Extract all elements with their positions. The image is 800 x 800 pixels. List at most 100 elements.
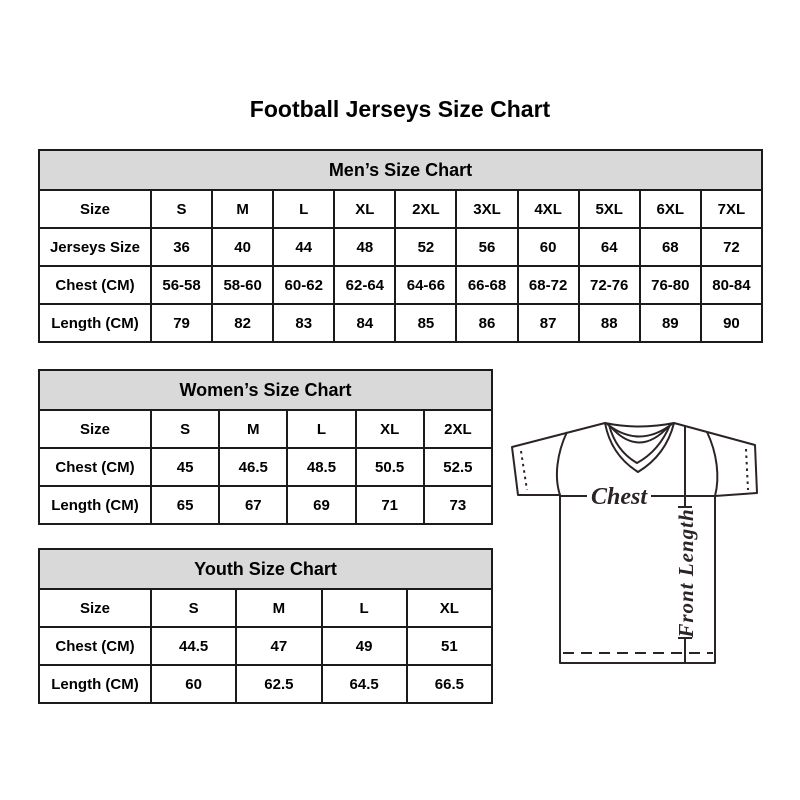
page-title: Football Jerseys Size Chart [249,96,551,122]
table-cell: 64 [577,227,641,267]
row-label: Size [38,189,152,229]
right-sleeve-hem-dotted-line [745,448,749,491]
row-label: Chest (CM) [38,626,152,666]
table-cell: 60 [149,664,238,704]
table-cell: 72 [699,227,764,267]
table-cell: L [272,189,336,229]
table-cell: 2XL [422,409,494,449]
table-cell: S [149,409,221,449]
table-cell: 89 [638,303,702,343]
table-title: Youth Size Chart [38,548,493,590]
table-cell: XL [354,409,425,449]
table-cell: 40 [211,227,275,267]
row-label: Jerseys Size [38,227,152,267]
womens-size-table-container: Women’s Size Chart Size S M L XL 2XL Chest (CM)… [38,369,494,525]
table-cell: 36 [149,227,214,267]
table-cell: 82 [211,303,275,343]
table-cell: 49 [320,626,408,666]
table-cell: M [218,409,289,449]
table-cell: 73 [422,485,494,525]
table-row: Chest (CM) 56-58 58-60 60-62 62-64 64-66 66-68… [38,265,764,305]
table-cell: 87 [516,303,580,343]
table-cell: 68 [638,227,702,267]
table-cell: 56-58 [149,265,214,305]
table-cell: 51 [405,626,494,666]
table-cell: 66.5 [405,664,494,704]
table-cell: 62.5 [235,664,323,704]
table-cell: 45 [149,447,221,487]
front-length-measure-label: Front Length [674,508,698,638]
table-cell: 44 [272,227,336,267]
table-row: Jerseys Size 36 40 44 48 52 56 60 64 68 72 [38,227,764,267]
table-cell: 48 [333,227,397,267]
table-cell: 3XL [455,189,519,229]
table-title: Men’s Size Chart [38,149,763,191]
table-title: Women’s Size Chart [38,369,493,411]
table-row: Chest (CM) 44.5 47 49 51 [38,626,494,666]
table-cell: 50.5 [354,447,425,487]
table-cell: 80-84 [699,265,764,305]
table-cell: 85 [394,303,458,343]
table-cell: 79 [149,303,214,343]
table-cell: 64.5 [320,664,408,704]
table-cell: 66-68 [455,265,519,305]
table-cell: 7XL [699,189,764,229]
table-row: Size S M L XL [38,588,494,628]
table-cell: 6XL [638,189,702,229]
table-row: Size S M L XL 2XL [38,409,494,449]
collar-inner-v [608,424,671,464]
table-cell: L [320,588,408,628]
mens-size-table-container: Men’s Size Chart Size S M L XL 2XL 3XL 4XL 5XL 6XL… [38,149,764,343]
table-row: Length (CM) 79 82 83 84 85 86 87 88 89 90 [38,303,764,343]
youth-size-table-container: Youth Size Chart Size S M L XL Chest (CM) 44.5 4… [38,548,494,704]
table-cell: 60 [516,227,580,267]
table-cell: 67 [218,485,289,525]
table-cell: S [149,588,238,628]
chest-measure-label: Chest [591,484,648,510]
jersey-measurement-diagram: Chest Front Length [505,405,775,685]
table-cell: M [211,189,275,229]
table-cell: 56 [455,227,519,267]
size-table: Youth Size Chart Size S M L XL Chest (CM) 44.5 4… [38,548,494,704]
table-cell: L [286,409,357,449]
table-cell: 76-80 [638,265,702,305]
table-cell: 83 [272,303,336,343]
size-table: Women’s Size Chart Size S M L XL 2XL Chest (CM)… [38,369,494,525]
table-row: Length (CM) 65 67 69 71 73 [38,485,494,525]
table-cell: XL [405,588,494,628]
table-cell: 88 [577,303,641,343]
table-cell: 72-76 [577,265,641,305]
table-cell: 62-64 [333,265,397,305]
table-cell: 64-66 [394,265,458,305]
table-cell: 84 [333,303,397,343]
table-cell: 52 [394,227,458,267]
table-cell: 48.5 [286,447,357,487]
collar-band-arc-2 [609,425,670,444]
table-cell: 4XL [516,189,580,229]
row-label: Chest (CM) [38,265,152,305]
row-label: Length (CM) [38,664,152,704]
table-cell: 86 [455,303,519,343]
table-cell: 47 [235,626,323,666]
table-cell: 90 [699,303,764,343]
row-label: Length (CM) [38,485,152,525]
table-cell: 65 [149,485,221,525]
table-row: Size S M L XL 2XL 3XL 4XL 5XL 6XL 7XL [38,189,764,229]
table-cell: M [235,588,323,628]
table-cell: 69 [286,485,357,525]
table-cell: 60-62 [272,265,336,305]
left-sleeve-hem-dotted-line [520,450,528,491]
collar-back-line [604,422,675,428]
table-cell: XL [333,189,397,229]
jersey-outline [511,422,758,664]
table-cell: 52.5 [422,447,494,487]
table-row: Chest (CM) 45 46.5 48.5 50.5 52.5 [38,447,494,487]
left-armhole-seam [555,431,568,496]
row-label: Length (CM) [38,303,152,343]
table-cell: 71 [354,485,425,525]
right-armhole-seam [706,431,719,497]
table-cell: 5XL [577,189,641,229]
table-cell: 2XL [394,189,458,229]
row-label: Chest (CM) [38,447,152,487]
table-cell: 44.5 [149,626,238,666]
